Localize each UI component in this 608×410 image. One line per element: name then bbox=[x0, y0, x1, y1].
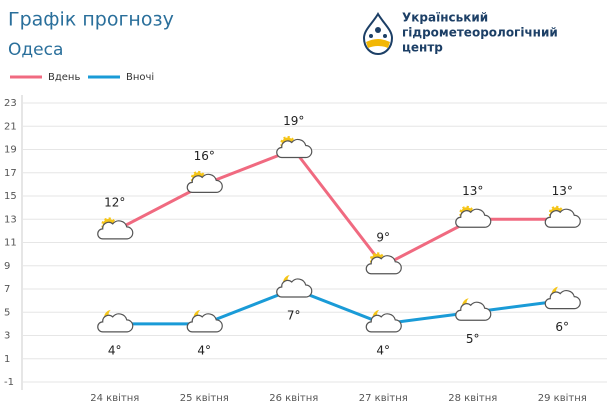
value-label: 4° bbox=[108, 343, 122, 357]
y-tick-label: 21 bbox=[4, 121, 17, 132]
weather-icon bbox=[186, 170, 223, 193]
cloud bbox=[544, 290, 581, 310]
cloud bbox=[455, 301, 492, 321]
cloud bbox=[97, 313, 134, 333]
cloud bbox=[186, 313, 223, 333]
cloud bbox=[455, 208, 492, 228]
logo-icon bbox=[362, 12, 394, 56]
value-label: 4° bbox=[197, 343, 211, 357]
y-tick-label: -1 bbox=[4, 377, 14, 388]
y-tick-label: 15 bbox=[4, 191, 17, 202]
value-label: 12° bbox=[104, 195, 125, 209]
value-label: 13° bbox=[552, 184, 573, 198]
cloud bbox=[97, 220, 134, 240]
y-tick-label: 5 bbox=[4, 307, 10, 318]
weather-icon bbox=[455, 205, 492, 228]
series-line bbox=[114, 287, 563, 326]
value-label: 5° bbox=[466, 332, 480, 346]
x-tick-label: 27 квітня bbox=[359, 392, 408, 404]
y-tick-label: 11 bbox=[4, 238, 17, 249]
weather-icon bbox=[544, 286, 581, 310]
y-tick-label: 3 bbox=[4, 331, 10, 342]
y-tick-label: 13 bbox=[4, 214, 17, 225]
y-tick-label: 19 bbox=[4, 145, 17, 156]
org-name: Український bbox=[402, 11, 488, 25]
cloud bbox=[276, 138, 313, 159]
y-tick-label: 23 bbox=[4, 98, 17, 109]
y-tick-label: 7 bbox=[4, 284, 10, 295]
cloud bbox=[186, 173, 223, 193]
y-tick-label: 17 bbox=[4, 168, 17, 179]
value-label: 6° bbox=[555, 320, 569, 334]
weather-icon bbox=[97, 309, 134, 333]
cloud bbox=[276, 278, 313, 298]
org-name: гідрометеорологічний bbox=[402, 26, 558, 40]
value-label: 7° bbox=[287, 309, 301, 323]
x-tick-label: 29 квітня bbox=[538, 392, 587, 404]
weather-icon bbox=[186, 309, 223, 333]
title: Графік прогнозу bbox=[8, 9, 174, 31]
x-tick-label: 26 квітня bbox=[269, 392, 318, 404]
value-label: 13° bbox=[462, 184, 483, 198]
weather-icon bbox=[97, 217, 134, 240]
y-tick-label: 1 bbox=[4, 354, 10, 365]
weather-icon bbox=[544, 205, 581, 228]
cloud bbox=[365, 255, 402, 275]
city: Одеса bbox=[8, 40, 63, 60]
value-label: 16° bbox=[194, 149, 215, 163]
x-tick-label: 24 квітня bbox=[90, 392, 139, 404]
weather-icon bbox=[365, 309, 402, 333]
value-label: 19° bbox=[283, 114, 304, 128]
series-line bbox=[114, 147, 563, 268]
x-tick-label: 25 квітня bbox=[180, 392, 229, 404]
y-tick-label: 9 bbox=[4, 261, 10, 272]
org-name: центр bbox=[402, 41, 443, 55]
weather-icon bbox=[455, 298, 492, 321]
legend-label: Вдень bbox=[48, 72, 80, 83]
value-label: 9° bbox=[376, 230, 390, 244]
weather-icon bbox=[276, 275, 313, 298]
value-label: 4° bbox=[376, 343, 390, 357]
legend-label: Вночі bbox=[126, 71, 154, 83]
cloud bbox=[544, 208, 581, 228]
cloud bbox=[365, 313, 402, 333]
weather-icon bbox=[365, 252, 402, 275]
x-tick-label: 28 квітня bbox=[448, 392, 497, 404]
weather-icon bbox=[276, 136, 313, 159]
